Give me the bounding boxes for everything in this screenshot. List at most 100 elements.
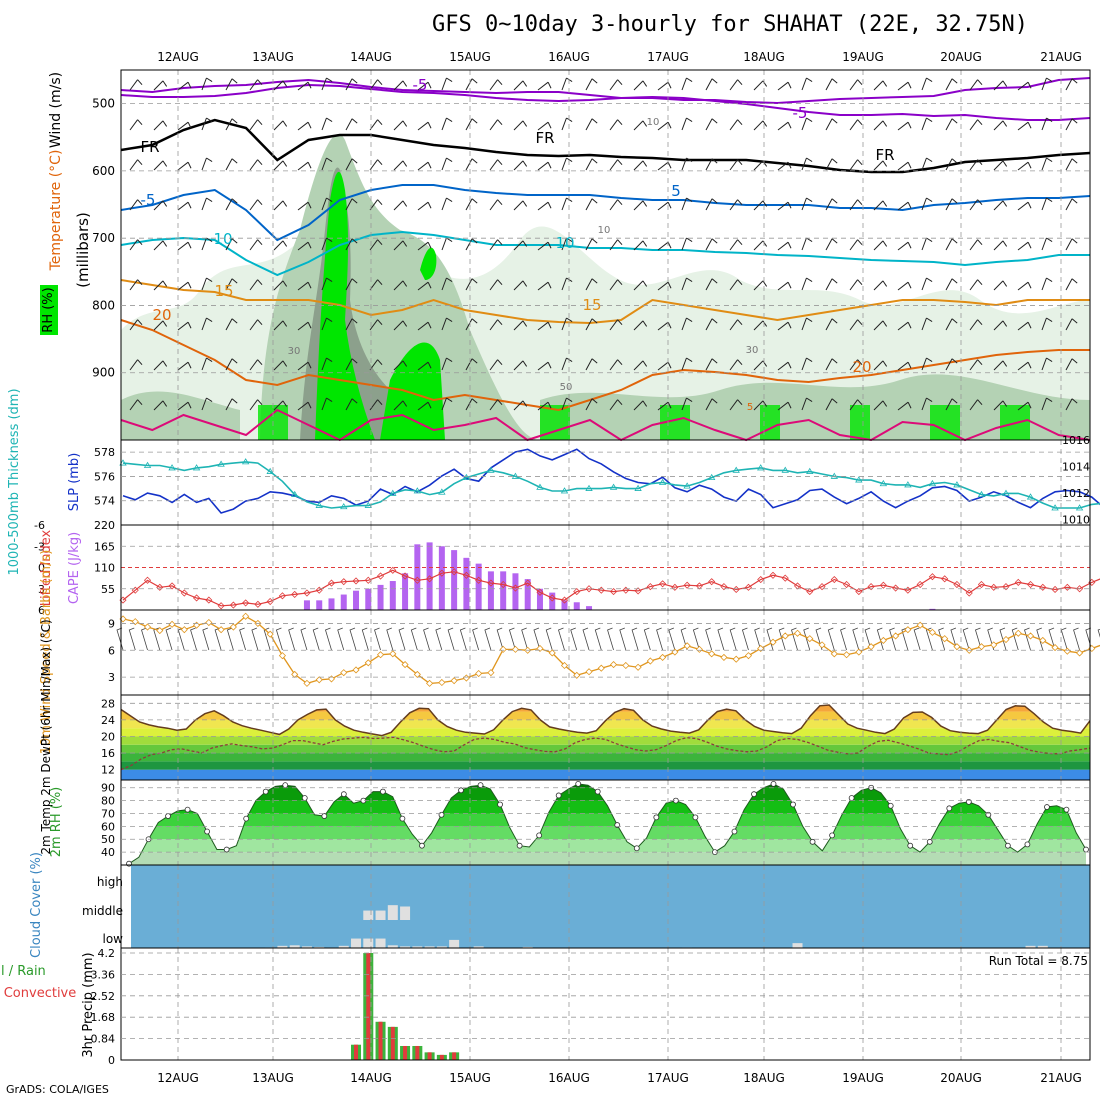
wind-barb: [249, 159, 263, 171]
wind-barb: [369, 119, 383, 131]
wind-barb-10m: [938, 627, 946, 651]
contour-label: 10: [598, 225, 611, 236]
temp-tick-label: 16: [101, 747, 115, 760]
wind-speed-marker: [1026, 632, 1035, 640]
cloud-low-bar: [387, 945, 398, 948]
date-label-bottom: 20AUG: [940, 1071, 982, 1085]
wind-barb: [297, 401, 312, 411]
wind-barb-10m: [275, 627, 283, 651]
wind-barb: [369, 239, 383, 251]
wind-barb: [585, 358, 598, 371]
cloud-axis-label: Cloud Cover (%): [29, 852, 44, 958]
date-label-bottom: 14AUG: [350, 1071, 392, 1085]
cloud-low-bar: [424, 946, 435, 948]
wind-barb: [609, 239, 623, 251]
wind-barb-10m: [435, 627, 443, 651]
pressure-tick-label: 500: [92, 97, 115, 111]
wind-barb: [561, 397, 573, 411]
li-marker: [990, 583, 998, 591]
wind-barb: [801, 77, 813, 91]
wind-barb-10m: [974, 627, 982, 651]
cloud-low-bar: [473, 946, 484, 948]
wind-barb-10m: [754, 627, 762, 651]
wind-barb-10m: [999, 627, 1007, 651]
cape-bar: [463, 557, 470, 610]
li-marker: [659, 580, 667, 588]
wind-barb: [753, 120, 768, 131]
li-line: [122, 569, 1100, 607]
wind-barb: [921, 277, 933, 291]
rh-marker: [536, 832, 543, 839]
wind-barb: [633, 160, 648, 171]
rh-marker: [770, 780, 777, 787]
li-marker: [573, 588, 581, 596]
run-total-label: Run Total = 8.75: [989, 954, 1088, 968]
thickness-marker: [757, 464, 765, 471]
wind-barb: [417, 81, 432, 91]
li-marker: [426, 575, 434, 583]
rh-tick-label: 60: [101, 820, 115, 833]
li-marker: [229, 601, 237, 609]
temp-contour-fr: [120, 118, 1091, 174]
wind-barb: [345, 398, 358, 411]
slp-tick-label: 1012: [1062, 487, 1090, 500]
wind-speed-marker: [548, 649, 556, 657]
rh-marker: [946, 805, 953, 812]
wind-tick-label: 9: [108, 617, 115, 630]
li-marker: [242, 599, 250, 607]
wind-barb: [201, 117, 213, 131]
thickness-marker: [536, 483, 544, 490]
thickness-marker: [315, 501, 323, 508]
wind-barb: [729, 159, 743, 171]
wind-barb: [417, 161, 432, 171]
thickness-marker: [977, 490, 986, 498]
wind-barb-10m: [165, 627, 173, 651]
wind-barb: [657, 361, 672, 371]
li-marker: [401, 572, 409, 580]
wind-barb: [897, 241, 912, 251]
date-label-top: 21AUG: [1040, 50, 1082, 64]
wind-barb: [153, 200, 168, 211]
wind-barb: [657, 241, 672, 251]
wind-barb: [969, 159, 983, 171]
li-marker: [143, 576, 152, 584]
li-marker: [376, 572, 385, 580]
contour-label: 50: [560, 382, 573, 393]
precip-legend-total: Total / Rain: [0, 964, 46, 979]
wind-axis-label: Wind (m/s): [48, 72, 64, 148]
wind-speed-marker: [536, 644, 544, 653]
wind-barb: [321, 277, 333, 291]
date-label-top: 14AUG: [350, 50, 392, 64]
cloud-low-bar: [289, 945, 300, 948]
temp-contour-10: [120, 230, 1090, 277]
panel-frame: [120, 947, 1091, 1061]
wind-barb: [609, 159, 623, 171]
contour-label: 15: [582, 296, 601, 314]
thickness-marker: [953, 481, 961, 488]
wind-barb: [537, 361, 552, 371]
wind-barb: [609, 79, 623, 91]
wind-barb: [897, 81, 912, 91]
thickness-marker: [290, 490, 299, 498]
wind-barb: [633, 320, 648, 331]
wind-barb: [393, 400, 408, 411]
thickness-marker: [855, 476, 863, 483]
wind-barb-10m: [656, 627, 663, 651]
wind-barb: [393, 120, 408, 131]
thickness-marker: [168, 464, 176, 471]
li-marker: [217, 602, 225, 610]
wind-speed-marker: [990, 641, 998, 649]
cape-tick-label: 110: [94, 562, 115, 575]
slp-tick-label: 1010: [1062, 514, 1090, 527]
li-axis-label: Lifted Index: [39, 529, 54, 606]
credit-text: GrADS: COLA/IGES: [6, 1083, 109, 1096]
wind-barb-10m: [643, 627, 651, 651]
wind-barb: [153, 160, 168, 171]
wind-barb: [681, 117, 693, 131]
wind-barb: [969, 319, 983, 331]
wind-barb: [777, 321, 792, 331]
wind-barb: [681, 77, 693, 91]
cloud-low-bar: [436, 946, 447, 948]
wind-speed-marker: [695, 645, 703, 653]
wind-barb: [849, 279, 863, 291]
